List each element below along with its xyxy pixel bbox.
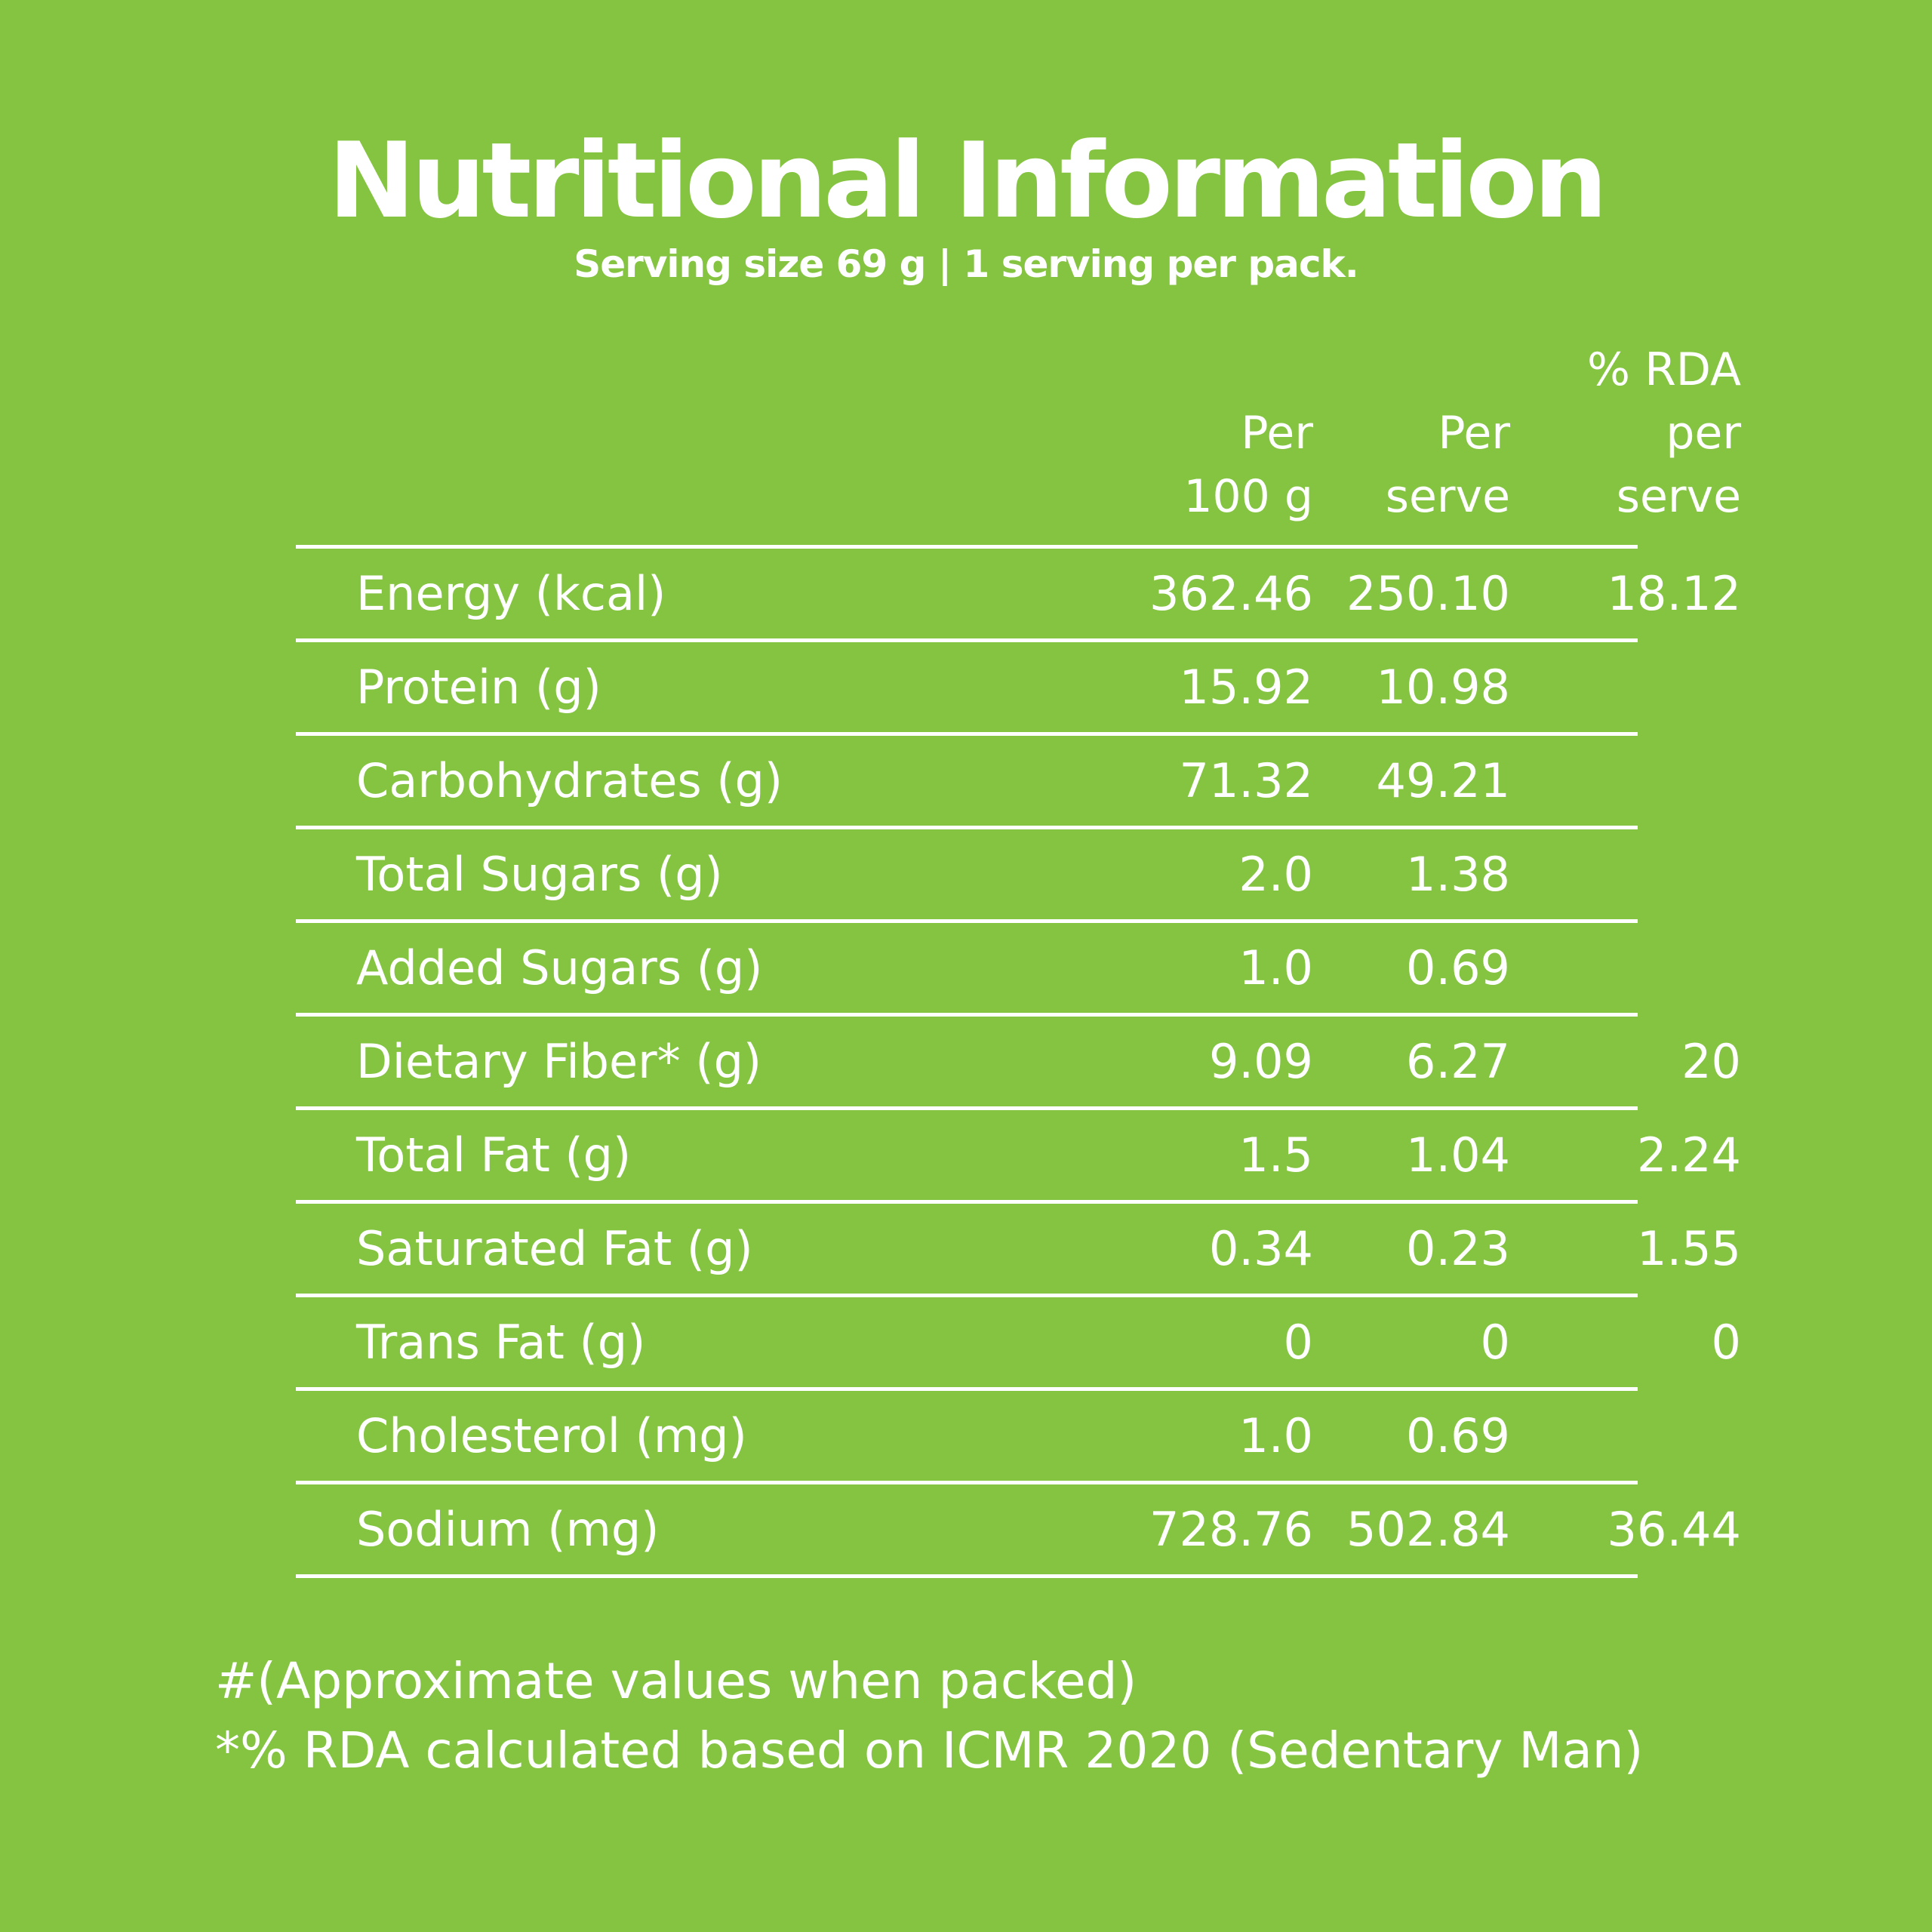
nutrient-name: Total Sugars (g) xyxy=(356,847,723,902)
value-per-100g: 2.0 xyxy=(1238,847,1313,902)
value-rda: 36.44 xyxy=(1607,1502,1742,1557)
table-row: Cholesterol (mg) 1.0 0.69 xyxy=(296,1391,1638,1484)
value-per-100g: 9.09 xyxy=(1208,1034,1313,1089)
value-rda: 2.24 xyxy=(1636,1128,1741,1183)
table-header-row: Per 100 g Per serve % RDA per serve xyxy=(296,332,1741,549)
footnotes: #(Approximate values when packed) *% RDA… xyxy=(215,1647,1643,1786)
table-row: Trans Fat (g) 0 0 0 xyxy=(296,1297,1741,1391)
footnote-approximate: #(Approximate values when packed) xyxy=(215,1652,1137,1710)
nutrient-name: Added Sugars (g) xyxy=(356,940,763,995)
value-per-100g: 0 xyxy=(1283,1315,1313,1370)
value-per-serve: 1.38 xyxy=(1405,847,1510,902)
nutrient-name: Energy (kcal) xyxy=(356,566,666,621)
table-row: Dietary Fiber* (g) 9.09 6.27 20 xyxy=(296,1017,1741,1110)
value-per-serve: 10.98 xyxy=(1376,660,1511,715)
value-per-100g: 1.0 xyxy=(1238,940,1313,995)
table-row: Total Sugars (g) 2.0 1.38 xyxy=(296,829,1638,923)
value-per-100g: 71.32 xyxy=(1179,753,1314,808)
column-header-rda: % RDA per serve xyxy=(1587,343,1741,523)
nutrition-table: Per 100 g Per serve % RDA per serve Ener… xyxy=(296,332,1741,1578)
value-per-100g: 0.34 xyxy=(1208,1221,1313,1276)
value-per-serve: 0.23 xyxy=(1405,1221,1510,1276)
value-per-serve: 0.69 xyxy=(1405,940,1510,995)
value-per-serve: 250.10 xyxy=(1346,566,1510,621)
column-header-per-serve: Per serve xyxy=(1385,407,1510,523)
value-per-serve: 0.69 xyxy=(1405,1408,1510,1463)
footnote-rda-basis: *% RDA calculated based on ICMR 2020 (Se… xyxy=(215,1721,1644,1780)
column-header-per-100g: Per 100 g xyxy=(1183,407,1313,523)
nutrient-name: Total Fat (g) xyxy=(356,1128,632,1183)
nutrient-name: Dietary Fiber* (g) xyxy=(356,1034,762,1089)
table-row: Added Sugars (g) 1.0 0.69 xyxy=(296,923,1638,1017)
value-rda: 20 xyxy=(1681,1034,1741,1089)
value-per-serve: 6.27 xyxy=(1405,1034,1510,1089)
nutrient-name: Cholesterol (mg) xyxy=(356,1408,747,1463)
value-per-100g: 15.92 xyxy=(1179,660,1314,715)
value-rda: 0 xyxy=(1711,1315,1741,1370)
table-row: Energy (kcal) 362.46 250.10 18.12 xyxy=(296,549,1741,642)
nutrient-name: Trans Fat (g) xyxy=(356,1315,646,1370)
table-row: Saturated Fat (g) 0.34 0.23 1.55 xyxy=(296,1204,1741,1297)
page-title: Nutritional Information xyxy=(328,120,1608,242)
table-row: Protein (g) 15.92 10.98 xyxy=(296,642,1638,736)
serving-size-subtitle: Serving size 69 g | 1 serving per pack. xyxy=(574,242,1359,286)
value-per-100g: 1.5 xyxy=(1238,1128,1313,1183)
table-row: Sodium (mg) 728.76 502.84 36.44 xyxy=(296,1484,1741,1578)
table-row: Carbohydrates (g) 71.32 49.21 xyxy=(296,736,1638,829)
value-per-100g: 362.46 xyxy=(1149,566,1313,621)
value-per-100g: 728.76 xyxy=(1149,1502,1313,1557)
nutrient-name: Saturated Fat (g) xyxy=(356,1221,753,1276)
table-row: Total Fat (g) 1.5 1.04 2.24 xyxy=(296,1110,1741,1204)
value-per-serve: 1.04 xyxy=(1405,1128,1510,1183)
value-per-100g: 1.0 xyxy=(1238,1408,1313,1463)
value-per-serve: 49.21 xyxy=(1376,753,1511,808)
value-per-serve: 0 xyxy=(1480,1315,1510,1370)
value-rda: 18.12 xyxy=(1607,566,1742,621)
nutrient-name: Protein (g) xyxy=(356,660,601,715)
value-rda: 1.55 xyxy=(1636,1221,1741,1276)
nutrient-name: Sodium (mg) xyxy=(356,1502,660,1557)
nutrient-name: Carbohydrates (g) xyxy=(356,753,783,808)
value-per-serve: 502.84 xyxy=(1346,1502,1510,1557)
